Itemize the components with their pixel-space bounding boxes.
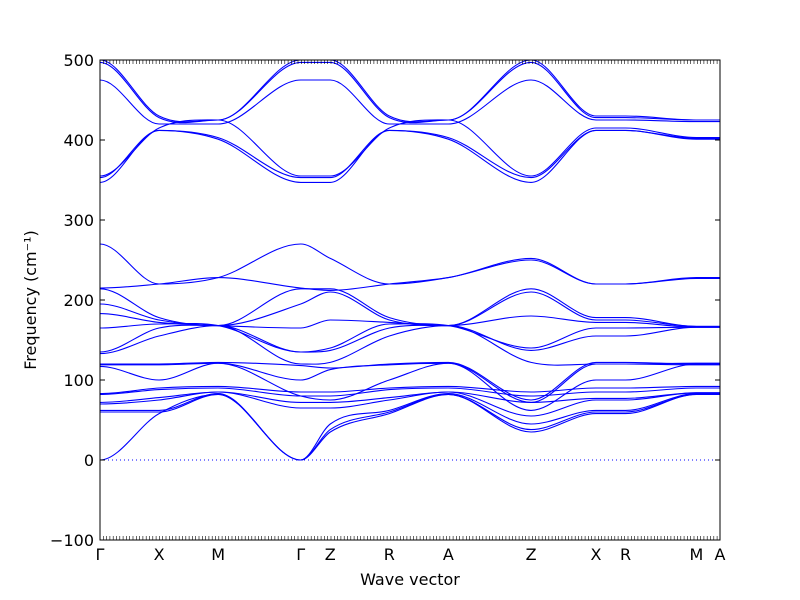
- band-line-5: [99, 129, 720, 179]
- band-line-1: [99, 59, 720, 123]
- y-tick-label: −100: [50, 531, 94, 550]
- x-tick-label: X: [154, 545, 165, 564]
- band-line-3: [99, 79, 720, 125]
- y-tick-label: 200: [63, 291, 94, 310]
- band-line-9: [99, 288, 720, 327]
- plot-frame: [99, 59, 721, 541]
- band-line-8: [99, 259, 720, 291]
- x-tick-label: M: [211, 545, 225, 564]
- x-tick-label: M: [689, 545, 703, 564]
- band-line-23: [100, 393, 720, 461]
- x-tick-label: R: [384, 545, 395, 564]
- y-axis-label: Frequency (cm⁻¹): [21, 230, 40, 369]
- x-tick-label: Γ: [296, 545, 305, 564]
- x-tick-label: Γ: [96, 545, 105, 564]
- x-tick-label: X: [591, 545, 602, 564]
- band-line-7: [99, 243, 720, 285]
- band-line-21: [99, 391, 720, 417]
- band-line-2: [99, 61, 720, 124]
- x-axis-label: Wave vector: [360, 570, 460, 589]
- band-line-14: [99, 325, 720, 366]
- band-line-13: [99, 324, 720, 353]
- band-line-17: [99, 362, 721, 411]
- band-line-10: [99, 291, 720, 327]
- y-tick-labels: −100 0 100 200 300 400 500: [50, 51, 94, 550]
- y-tick-label: 0: [84, 451, 94, 470]
- y-tick-label: 500: [63, 51, 94, 70]
- band-line-15: [100, 361, 721, 401]
- band-line-4: [99, 119, 720, 177]
- x-tick-label: A: [443, 545, 454, 564]
- band-lines: [99, 59, 721, 461]
- band-line-12: [99, 322, 720, 353]
- x-tick-label: A: [715, 545, 726, 564]
- x-tick-label: Z: [325, 545, 336, 564]
- band-line-19: [99, 387, 720, 397]
- band-line-22: [100, 393, 720, 461]
- band-line-18: [99, 385, 720, 395]
- x-tick-label: Z: [526, 545, 537, 564]
- x-tick-label: R: [620, 545, 631, 564]
- y-tick-label: 400: [63, 131, 94, 150]
- y-tick-label: 100: [63, 371, 94, 390]
- band-line-6: [99, 129, 720, 183]
- band-line-24: [99, 393, 720, 461]
- y-tick-label: 300: [63, 211, 94, 230]
